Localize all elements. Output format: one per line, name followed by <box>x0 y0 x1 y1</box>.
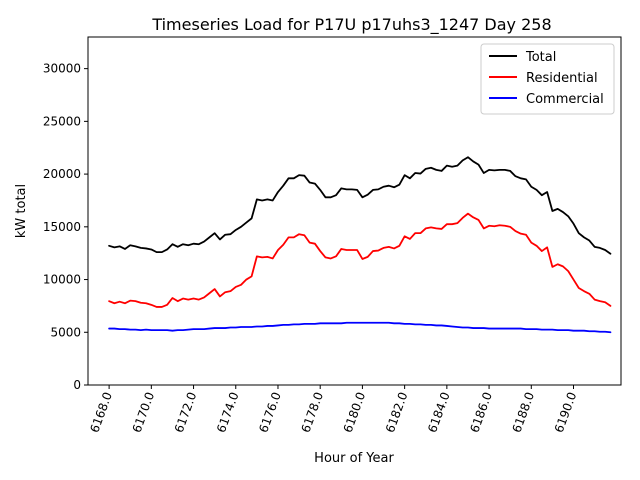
y-tick-label: 10000 <box>43 273 81 287</box>
series-line-commercial <box>108 321 612 334</box>
legend-box <box>480 43 615 115</box>
series-line-residential <box>108 212 612 308</box>
y-tick-label: 20000 <box>43 167 81 181</box>
y-tick-label: 30000 <box>43 62 81 76</box>
chart-title: Timeseries Load for P17U p17uhs3_1247 Da… <box>151 15 551 35</box>
y-axis: 0 5000 10000 15000 20000 25000 30000 <box>43 62 88 392</box>
legend: Total Residential Commercial <box>480 43 615 115</box>
y-tick-label: 5000 <box>50 325 81 339</box>
y-tick-label: 25000 <box>43 114 81 128</box>
y-axis-label: kW total <box>14 184 29 238</box>
legend-label-residential: Residential <box>526 71 598 86</box>
plot-area <box>108 156 612 334</box>
y-tick-label: 0 <box>73 378 81 392</box>
series-line-total <box>108 156 612 255</box>
legend-label-commercial: Commercial <box>526 92 604 107</box>
legend-label-total: Total <box>525 50 556 65</box>
x-axis-label: Hour of Year <box>314 451 394 466</box>
axes-frame <box>87 36 622 386</box>
y-tick-label: 15000 <box>43 220 81 234</box>
